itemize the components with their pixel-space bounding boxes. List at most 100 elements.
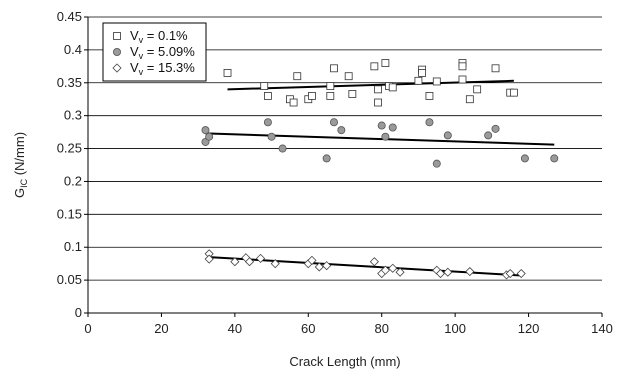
y-tick-label-9: 0.45 — [57, 9, 82, 24]
legend-label-1: Vv = 5.09% — [130, 44, 195, 61]
point-s2-11 — [369, 257, 379, 267]
point-s0-0 — [223, 69, 232, 77]
legend-entry-0: Vv = 0.1% — [130, 28, 188, 45]
point-s0-9 — [326, 92, 335, 100]
point-s2-17 — [435, 268, 446, 279]
point-s0-31 — [509, 88, 518, 97]
point-s1-11 — [388, 123, 397, 132]
y-tick-label-0: 0 — [75, 305, 82, 320]
point-s2-22 — [516, 268, 526, 279]
point-s1-5 — [278, 144, 287, 153]
y-axis-title: GIC (N/mm) — [12, 132, 29, 198]
point-s1-2 — [205, 132, 214, 141]
tick-labels: 0 0.05 0.1 0.15 0.2 0.25 0.3 0.35 0.4 0.45 0 20 40 60… — [57, 9, 613, 336]
point-s1-12 — [425, 118, 434, 127]
point-s0-8 — [326, 82, 335, 90]
point-s2-21 — [505, 268, 515, 279]
point-s0-28 — [473, 85, 482, 94]
x-tick-label-4: 80 — [374, 321, 388, 336]
point-s0-21 — [418, 69, 427, 77]
point-s2-6 — [270, 259, 280, 269]
point-s1-14 — [443, 131, 452, 140]
point-s0-18 — [388, 83, 397, 92]
point-s2-15 — [395, 267, 405, 277]
point-s1-18 — [550, 154, 559, 163]
point-s0-27 — [465, 95, 474, 104]
gridlines — [88, 16, 602, 281]
point-s2-13 — [380, 265, 390, 275]
legend-markers — [112, 32, 122, 73]
point-s2-10 — [322, 261, 332, 271]
legend-label-1-main: V — [130, 44, 139, 59]
point-s0-4 — [289, 98, 298, 107]
point-s1-16 — [491, 124, 500, 133]
legend-label-0: Vv = 0.1% — [130, 28, 188, 45]
point-s1-15 — [484, 131, 493, 140]
point-s0-26 — [458, 75, 467, 84]
point-s0-2 — [263, 92, 272, 100]
y-tick-label-8: 0.4 — [64, 42, 82, 57]
x-tick-label-7: 140 — [591, 321, 613, 336]
y-tick-label-2: 0.1 — [64, 239, 82, 254]
point-s2-19 — [465, 266, 475, 277]
legend-label-1-sub: v — [139, 51, 144, 61]
legend-label-2-main: V — [130, 60, 139, 75]
x-tick-label-0: 0 — [84, 321, 91, 336]
legend-label-0-sub: v — [139, 35, 144, 45]
point-s1-13 — [432, 159, 441, 168]
x-tick-label-2: 40 — [228, 321, 242, 336]
point-s0-13 — [370, 62, 379, 71]
trend-line-2 — [209, 256, 522, 277]
point-s0-23 — [432, 77, 441, 86]
data-points — [201, 59, 559, 280]
y-tick-label-1: 0.05 — [57, 272, 82, 287]
point-s0-14 — [374, 85, 382, 94]
point-s1-3 — [263, 118, 272, 127]
point-s1-8 — [337, 126, 346, 135]
legend-label-0-rest: = 0.1% — [143, 28, 188, 43]
y-tick-label-3: 0.15 — [57, 206, 82, 221]
point-s2-1 — [204, 254, 214, 264]
legend-label-2-sub: v — [139, 67, 144, 77]
y-tick-label-4: 0.2 — [64, 173, 82, 188]
point-s0-12 — [348, 90, 357, 98]
point-s0-19 — [414, 76, 423, 85]
point-s1-0 — [201, 126, 210, 135]
point-s2-4 — [244, 257, 255, 267]
legend-label-1-rest: = 5.09% — [143, 44, 195, 59]
legend-entry-2: Vv = 15.3% — [130, 60, 195, 77]
point-s2-2 — [230, 257, 240, 267]
legend-label-0-main: V — [130, 28, 139, 43]
y-axis-title-unit: (N/mm) — [12, 132, 27, 179]
point-s0-1 — [260, 82, 269, 90]
point-s2-14 — [388, 263, 398, 273]
legend: Vv = 0.1% Vv = 5.09% Vv = 15.3% — [102, 22, 207, 82]
legend-marker-1 — [113, 48, 122, 57]
point-s1-6 — [322, 154, 331, 163]
axes — [84, 16, 603, 317]
y-tick-label-7: 0.35 — [57, 75, 82, 90]
x-tick-label-5: 100 — [444, 321, 466, 336]
point-s0-10 — [330, 64, 338, 73]
legend-label-2: Vv = 15.3% — [130, 60, 195, 77]
point-s2-8 — [307, 255, 317, 265]
point-s0-7 — [308, 92, 316, 100]
point-s1-4 — [267, 132, 276, 141]
x-axis-title: Crack Length (mm) — [289, 354, 400, 369]
y-axis-title-main: G — [12, 188, 27, 198]
point-s0-25 — [458, 62, 467, 71]
point-s1-10 — [381, 132, 390, 141]
point-s1-9 — [377, 121, 386, 130]
trend-line-0 — [227, 79, 514, 91]
x-tick-label-1: 20 — [154, 321, 168, 336]
y-tick-label-6: 0.3 — [64, 108, 82, 123]
point-s0-11 — [344, 72, 353, 81]
point-s0-16 — [381, 59, 390, 67]
legend-label-2-rest: = 15.3% — [143, 60, 195, 75]
point-s0-22 — [425, 92, 434, 100]
point-s2-18 — [443, 267, 453, 277]
point-s0-29 — [491, 64, 500, 73]
point-s1-7 — [329, 118, 338, 127]
legend-entry-1: Vv = 5.09% — [130, 44, 195, 61]
